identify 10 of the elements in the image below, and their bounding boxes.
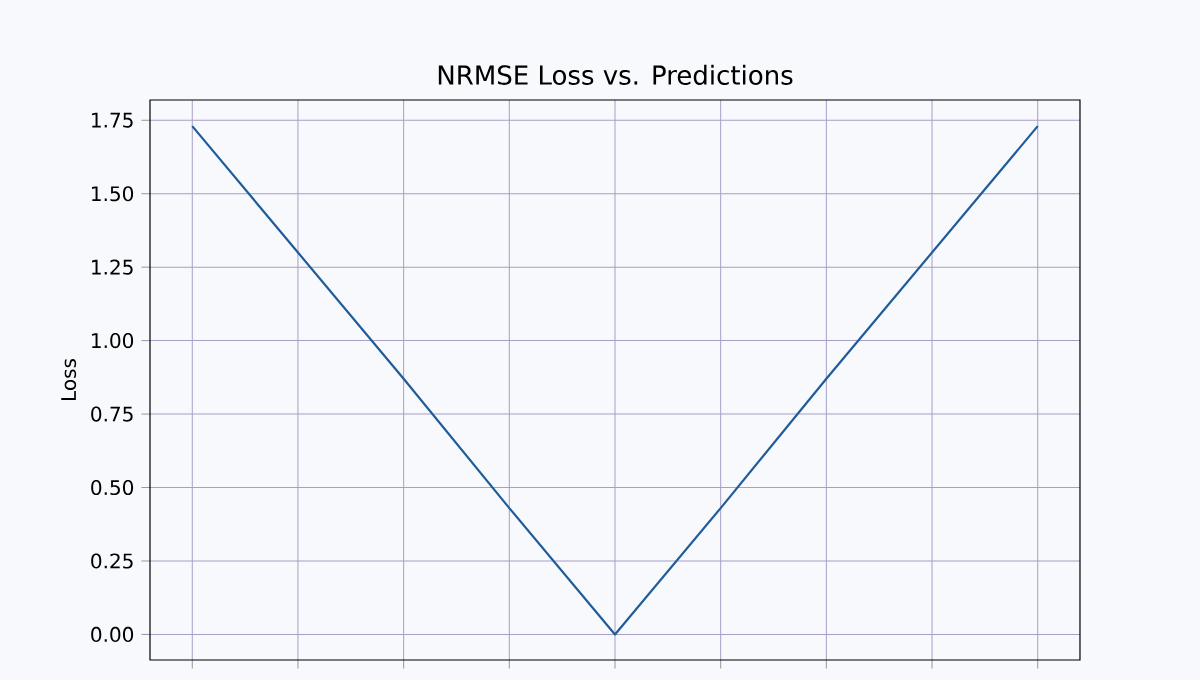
y-axis-title: Loss [61, 358, 77, 400]
y-tick-label: 1.75 [92, 112, 133, 128]
y-tick-label: 1.25 [92, 259, 133, 275]
y-tick-label: 1.50 [92, 186, 134, 202]
y-tick-label: 1.00 [92, 332, 134, 349]
y-tick-label: 0.75 [91, 406, 133, 422]
y-tick-label: 0.00 [91, 626, 134, 642]
y-tick-label: 0.50 [91, 479, 134, 495]
chart-title: NRMSE Loss vs. Predictions [438, 64, 793, 85]
y-tick-label: 0.25 [91, 553, 133, 569]
